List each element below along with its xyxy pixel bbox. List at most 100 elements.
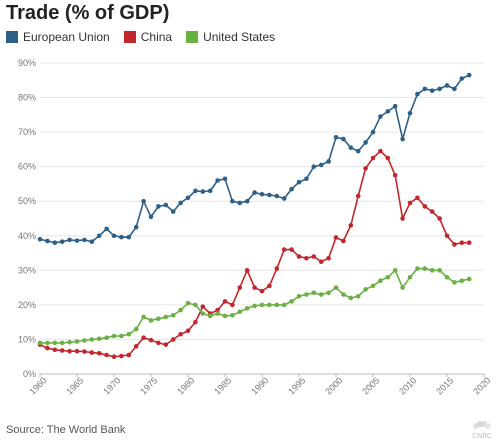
data-point-united-states [267,302,272,308]
x-tick-label: 1965 [64,375,85,396]
data-point-united-states [466,276,472,282]
data-point-united-states [289,299,294,304]
data-point-united-states [341,292,346,297]
data-point-china [237,285,243,290]
data-point-china [119,353,124,359]
data-point-european-union [452,86,457,92]
data-point-united-states [126,331,132,337]
data-point-european-union [237,200,243,206]
data-point-european-union [141,198,146,204]
data-point-united-states [444,274,450,280]
data-point-united-states [392,268,398,273]
data-point-united-states [355,293,361,299]
data-point-united-states [45,340,50,346]
y-tick-label: 40% [18,231,36,241]
data-point-china [311,254,317,259]
y-tick-label: 0% [23,369,36,379]
data-point-china [163,342,169,347]
data-point-china [274,266,280,271]
data-point-united-states [400,285,405,290]
data-point-china [355,193,361,199]
legend-swatch-us [186,31,199,43]
data-point-china [422,204,428,209]
data-point-european-union [333,134,339,140]
legend-item-us: United States [186,30,275,44]
data-point-china [104,352,109,358]
data-point-european-union [111,233,117,239]
data-point-european-union [363,140,368,145]
data-point-united-states [429,268,435,273]
x-tick-label: 2010 [397,375,418,396]
data-point-china [82,349,87,354]
cnbc-logo: CNBC [472,420,492,441]
series-european-union [37,72,472,245]
data-point-european-union [281,196,287,201]
data-point-european-union [178,200,183,206]
data-point-china [378,148,383,154]
data-point-united-states [333,285,339,290]
data-point-united-states [67,339,72,345]
data-point-united-states [119,333,124,339]
data-point-united-states [230,312,235,318]
data-point-european-union [318,162,324,168]
data-point-china [111,354,117,360]
legend: European Union China United States [6,30,289,44]
data-point-united-states [407,274,413,280]
data-point-china [437,216,442,221]
data-point-european-union [326,159,331,164]
data-point-european-union [230,198,235,204]
source-note: Source: The World Bank [6,424,126,436]
data-point-european-union [207,188,213,194]
data-point-china [452,242,457,247]
data-point-european-union [437,86,442,92]
data-point-european-union [52,240,58,245]
data-point-china [148,337,154,343]
data-point-united-states [311,290,317,296]
data-point-european-union [267,192,272,198]
data-point-china [318,259,324,264]
data-point-european-union [148,214,154,220]
data-point-united-states [96,336,102,342]
data-point-china [178,331,183,337]
data-point-united-states [378,278,383,284]
data-point-china [74,348,80,354]
data-point-china [348,223,354,228]
data-point-united-states [200,311,206,316]
data-point-united-states [259,302,265,308]
data-point-european-union [392,103,398,109]
data-point-united-states [170,312,176,318]
data-point-united-states [370,283,376,289]
data-point-european-union [259,192,265,197]
data-point-european-union [274,193,280,199]
y-tick-label: 50% [18,196,36,206]
data-point-united-states [59,340,65,346]
data-point-china [341,238,346,244]
data-point-united-states [415,266,420,271]
x-tick-label: 1990 [249,375,270,396]
data-point-united-states [111,333,117,339]
data-point-european-union [459,76,465,81]
data-point-european-union [185,195,191,201]
x-axis: 1960 1965 1970 1975 1980 1985 1990 1995 2000 2005… [27,374,492,396]
legend-label-china: China [140,30,173,44]
data-point-united-states [452,280,457,285]
data-point-european-union [163,202,169,208]
data-point-european-union [355,148,361,154]
data-point-china [407,200,413,206]
series-line-china [39,150,470,358]
data-point-european-union [370,129,376,135]
data-point-united-states [244,306,250,311]
data-point-united-states [281,302,287,308]
data-point-united-states [193,302,198,308]
logo-text: CNBC [472,433,492,440]
data-point-european-union [296,179,302,185]
data-point-european-union [119,234,124,240]
data-point-european-union [385,109,391,114]
data-point-european-union [170,209,176,214]
data-point-united-states [348,295,354,301]
data-point-china [259,288,265,294]
data-point-china [126,352,132,358]
data-point-united-states [74,339,80,344]
chart-title: Trade (% of GDP) [6,2,170,24]
x-tick-label: 2020 [471,375,492,396]
